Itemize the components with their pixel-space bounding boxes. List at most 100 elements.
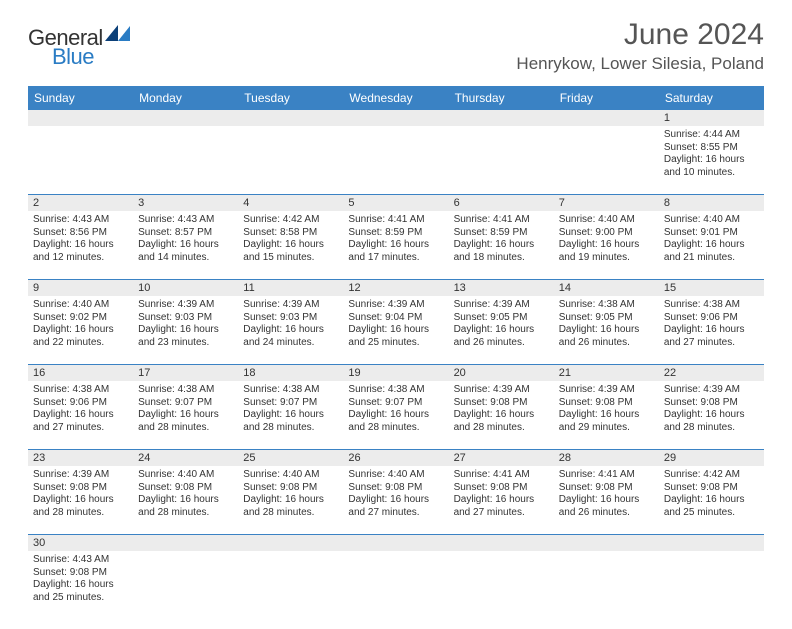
sunset-line: Sunset: 9:07 PM: [138, 397, 233, 410]
calendar-day-cell: Sunrise: 4:40 AMSunset: 9:02 PMDaylight:…: [28, 296, 133, 364]
calendar-week-row: Sunrise: 4:43 AMSunset: 8:56 PMDaylight:…: [28, 211, 764, 280]
sunset-line: Sunset: 8:56 PM: [33, 227, 128, 240]
sunrise-line: Sunrise: 4:43 AM: [33, 214, 128, 227]
weekday-header: Wednesday: [343, 86, 448, 110]
daylight-line: Daylight: 16 hours and 10 minutes.: [664, 154, 759, 179]
daylight-line: Daylight: 16 hours and 21 minutes.: [664, 239, 759, 264]
daylight-line: Daylight: 16 hours and 27 minutes.: [664, 324, 759, 349]
day-number: [554, 535, 659, 551]
sunrise-line: Sunrise: 4:40 AM: [664, 214, 759, 227]
calendar-day-cell: Sunrise: 4:43 AMSunset: 8:56 PMDaylight:…: [28, 211, 133, 279]
day-number: 9: [28, 280, 133, 296]
calendar-day-cell: Sunrise: 4:41 AMSunset: 8:59 PMDaylight:…: [343, 211, 448, 279]
day-number: 30: [28, 535, 133, 551]
daynum-row: 1: [28, 110, 764, 126]
sunrise-line: Sunrise: 4:41 AM: [454, 214, 549, 227]
calendar-day-cell: Sunrise: 4:38 AMSunset: 9:06 PMDaylight:…: [659, 296, 764, 364]
sunrise-line: Sunrise: 4:39 AM: [348, 299, 443, 312]
sunrise-line: Sunrise: 4:38 AM: [348, 384, 443, 397]
sunrise-line: Sunrise: 4:38 AM: [33, 384, 128, 397]
day-number: 15: [659, 280, 764, 296]
day-number: 29: [659, 450, 764, 466]
calendar-day-cell: Sunrise: 4:38 AMSunset: 9:05 PMDaylight:…: [554, 296, 659, 364]
daylight-line: Daylight: 16 hours and 28 minutes.: [348, 409, 443, 434]
day-number: 22: [659, 365, 764, 381]
calendar-empty-cell: [238, 126, 343, 194]
daylight-line: Daylight: 16 hours and 26 minutes.: [454, 324, 549, 349]
sunset-line: Sunset: 9:07 PM: [348, 397, 443, 410]
sunset-line: Sunset: 9:02 PM: [33, 312, 128, 325]
sunset-line: Sunset: 9:06 PM: [664, 312, 759, 325]
logo-sub: Blue: [52, 44, 94, 70]
sunrise-line: Sunrise: 4:38 AM: [664, 299, 759, 312]
calendar-empty-cell: [659, 551, 764, 619]
sunset-line: Sunset: 8:58 PM: [243, 227, 338, 240]
calendar-day-cell: Sunrise: 4:43 AMSunset: 8:57 PMDaylight:…: [133, 211, 238, 279]
daynum-row: 30: [28, 535, 764, 551]
calendar-empty-cell: [554, 551, 659, 619]
calendar-day-cell: Sunrise: 4:39 AMSunset: 9:08 PMDaylight:…: [28, 466, 133, 534]
logo-text-blue: Blue: [52, 44, 94, 69]
day-number: [238, 110, 343, 126]
day-number: [238, 535, 343, 551]
weekday-header: Thursday: [449, 86, 554, 110]
day-number: 26: [343, 450, 448, 466]
day-number: 16: [28, 365, 133, 381]
calendar-header-row: SundayMondayTuesdayWednesdayThursdayFrid…: [28, 86, 764, 110]
sunrise-line: Sunrise: 4:40 AM: [138, 469, 233, 482]
daylight-line: Daylight: 16 hours and 28 minutes.: [664, 409, 759, 434]
calendar-empty-cell: [343, 551, 448, 619]
daylight-line: Daylight: 16 hours and 27 minutes.: [454, 494, 549, 519]
daylight-line: Daylight: 16 hours and 17 minutes.: [348, 239, 443, 264]
calendar-day-cell: Sunrise: 4:39 AMSunset: 9:05 PMDaylight:…: [449, 296, 554, 364]
sunrise-line: Sunrise: 4:39 AM: [243, 299, 338, 312]
calendar-week-row: Sunrise: 4:39 AMSunset: 9:08 PMDaylight:…: [28, 466, 764, 535]
day-number: 7: [554, 195, 659, 211]
day-number: [343, 535, 448, 551]
sunrise-line: Sunrise: 4:43 AM: [33, 554, 128, 567]
calendar-empty-cell: [449, 551, 554, 619]
calendar-day-cell: Sunrise: 4:40 AMSunset: 9:08 PMDaylight:…: [343, 466, 448, 534]
sunset-line: Sunset: 8:55 PM: [664, 142, 759, 155]
calendar-day-cell: Sunrise: 4:39 AMSunset: 9:03 PMDaylight:…: [133, 296, 238, 364]
calendar-day-cell: Sunrise: 4:39 AMSunset: 9:03 PMDaylight:…: [238, 296, 343, 364]
sunrise-line: Sunrise: 4:39 AM: [454, 384, 549, 397]
month-title: June 2024: [516, 18, 764, 52]
sunset-line: Sunset: 9:06 PM: [33, 397, 128, 410]
calendar-day-cell: Sunrise: 4:40 AMSunset: 9:08 PMDaylight:…: [238, 466, 343, 534]
day-number: 18: [238, 365, 343, 381]
sunset-line: Sunset: 9:00 PM: [559, 227, 654, 240]
calendar-day-cell: Sunrise: 4:38 AMSunset: 9:07 PMDaylight:…: [238, 381, 343, 449]
calendar-day-cell: Sunrise: 4:42 AMSunset: 9:08 PMDaylight:…: [659, 466, 764, 534]
day-number: 12: [343, 280, 448, 296]
daynum-row: 2345678: [28, 195, 764, 211]
sunrise-line: Sunrise: 4:40 AM: [33, 299, 128, 312]
day-number: 6: [449, 195, 554, 211]
day-number: [554, 110, 659, 126]
weekday-header: Sunday: [28, 86, 133, 110]
sunrise-line: Sunrise: 4:41 AM: [559, 469, 654, 482]
page: General June 2024 Henrykow, Lower Silesi…: [0, 0, 792, 629]
sunset-line: Sunset: 9:08 PM: [454, 482, 549, 495]
location: Henrykow, Lower Silesia, Poland: [516, 54, 764, 74]
daylight-line: Daylight: 16 hours and 12 minutes.: [33, 239, 128, 264]
day-number: 24: [133, 450, 238, 466]
calendar-day-cell: Sunrise: 4:39 AMSunset: 9:08 PMDaylight:…: [659, 381, 764, 449]
daylight-line: Daylight: 16 hours and 29 minutes.: [559, 409, 654, 434]
calendar-day-cell: Sunrise: 4:41 AMSunset: 8:59 PMDaylight:…: [449, 211, 554, 279]
calendar-day-cell: Sunrise: 4:41 AMSunset: 9:08 PMDaylight:…: [554, 466, 659, 534]
sunrise-line: Sunrise: 4:42 AM: [243, 214, 338, 227]
day-number: 3: [133, 195, 238, 211]
daylight-line: Daylight: 16 hours and 24 minutes.: [243, 324, 338, 349]
sunset-line: Sunset: 9:08 PM: [138, 482, 233, 495]
sunset-line: Sunset: 9:07 PM: [243, 397, 338, 410]
sunset-line: Sunset: 9:08 PM: [664, 482, 759, 495]
title-block: June 2024 Henrykow, Lower Silesia, Polan…: [516, 18, 764, 74]
day-number: 23: [28, 450, 133, 466]
sunset-line: Sunset: 9:08 PM: [664, 397, 759, 410]
sunrise-line: Sunrise: 4:42 AM: [664, 469, 759, 482]
sunrise-line: Sunrise: 4:39 AM: [559, 384, 654, 397]
sunrise-line: Sunrise: 4:39 AM: [138, 299, 233, 312]
daylight-line: Daylight: 16 hours and 27 minutes.: [33, 409, 128, 434]
calendar-day-cell: Sunrise: 4:41 AMSunset: 9:08 PMDaylight:…: [449, 466, 554, 534]
